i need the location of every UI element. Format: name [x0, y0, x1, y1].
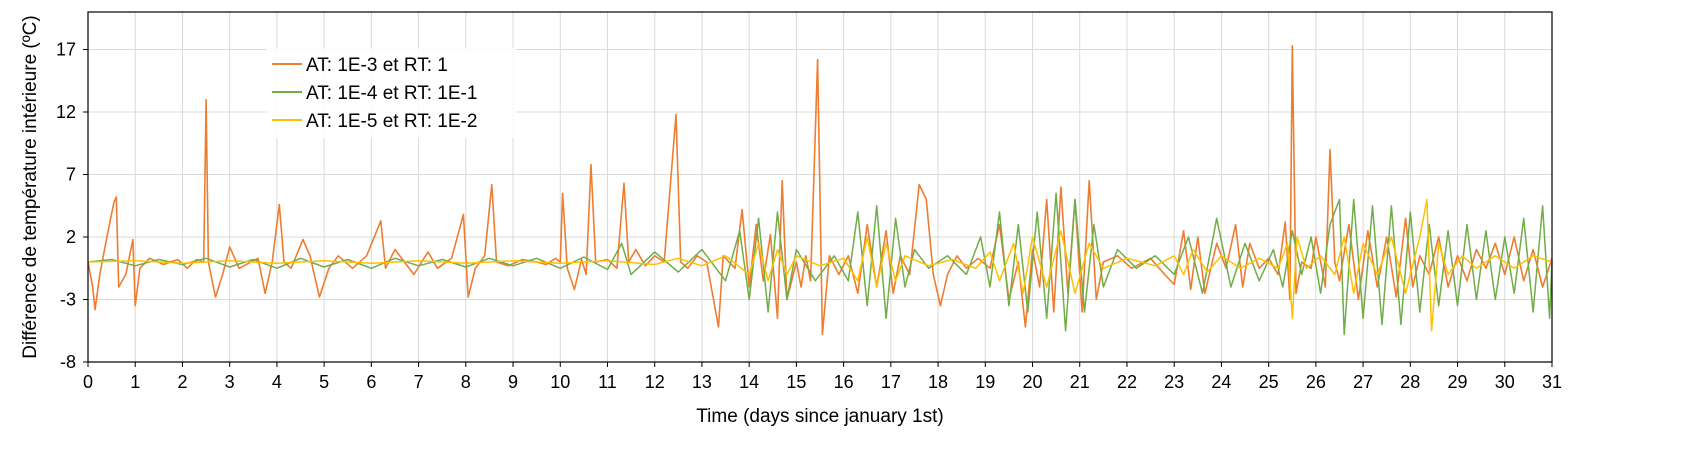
x-tick-label: 8: [461, 372, 471, 392]
series-line-1: [87, 45, 1553, 336]
legend-item-1: AT: 1E-3 et RT: 1: [272, 55, 448, 76]
legend-item-3: AT: 1E-5 et RT: 1E-2: [272, 111, 477, 132]
legend-item-2: AT: 1E-4 et RT: 1E-1: [272, 83, 477, 104]
x-tick-label: 7: [414, 372, 424, 392]
legend-label-1: AT: 1E-3 et RT: 1: [306, 55, 448, 76]
x-tick-label: 20: [1023, 372, 1043, 392]
x-tick-label: 0: [83, 372, 93, 392]
x-tick-label: 18: [928, 372, 948, 392]
x-tick-label: 1: [130, 372, 140, 392]
y-tick-label: 7: [66, 165, 76, 185]
x-tick-label: 29: [1448, 372, 1468, 392]
x-tick-label: 21: [1070, 372, 1090, 392]
x-axis-title: Time (days since january 1st): [696, 406, 943, 427]
x-tick-label: 23: [1164, 372, 1184, 392]
x-tick-label: 26: [1306, 372, 1326, 392]
x-tick-label: 5: [319, 372, 329, 392]
y-tick-label: -8: [60, 352, 76, 372]
x-tick-label: 2: [177, 372, 187, 392]
x-tick-label: 12: [645, 372, 665, 392]
x-tick-label: 31: [1542, 372, 1562, 392]
legend-background: [266, 48, 516, 138]
y-tick-label: 17: [56, 40, 76, 60]
x-tick-label: 28: [1400, 372, 1420, 392]
tick-layer: 0 1 2 3 4 5 6 7 8 9 10 11 12 13 14 15 16 17 18 19 20 21 22 23 24…: [56, 40, 1562, 393]
x-tick-label: 6: [366, 372, 376, 392]
x-tick-label: 25: [1259, 372, 1279, 392]
x-tick-label: 19: [975, 372, 995, 392]
x-tick-label: 9: [508, 372, 518, 392]
x-tick-label: 3: [225, 372, 235, 392]
x-tick-label: 4: [272, 372, 282, 392]
x-tick-label: 17: [881, 372, 901, 392]
y-tick-label: -3: [60, 290, 76, 310]
x-tick-label: 13: [692, 372, 712, 392]
y-tick-label: 12: [56, 102, 76, 122]
series-line-2: [87, 192, 1553, 336]
y-tick-label: 2: [66, 227, 76, 247]
x-tick-label: 22: [1117, 372, 1137, 392]
x-tick-label: 27: [1353, 372, 1373, 392]
x-tick-label: 30: [1495, 372, 1515, 392]
series-line-3: [87, 198, 1553, 332]
legend-label-3: AT: 1E-5 et RT: 1E-2: [306, 111, 477, 132]
x-tick-label: 16: [834, 372, 854, 392]
x-tick-label: 10: [550, 372, 570, 392]
legend-label-2: AT: 1E-4 et RT: 1E-1: [306, 83, 477, 104]
x-tick-label: 15: [786, 372, 806, 392]
plot-frame: [87, 11, 1553, 363]
legend: AT: 1E-3 et RT: 1 AT: 1E-4 et RT: 1E-1 A…: [266, 48, 516, 138]
series-layer: [87, 45, 1553, 336]
x-tick-label: 14: [739, 372, 759, 392]
x-tick-label: 24: [1211, 372, 1231, 392]
x-tick-label: 11: [598, 372, 617, 392]
y-axis-title: Différence de température intérieure (ºC…: [20, 15, 41, 358]
